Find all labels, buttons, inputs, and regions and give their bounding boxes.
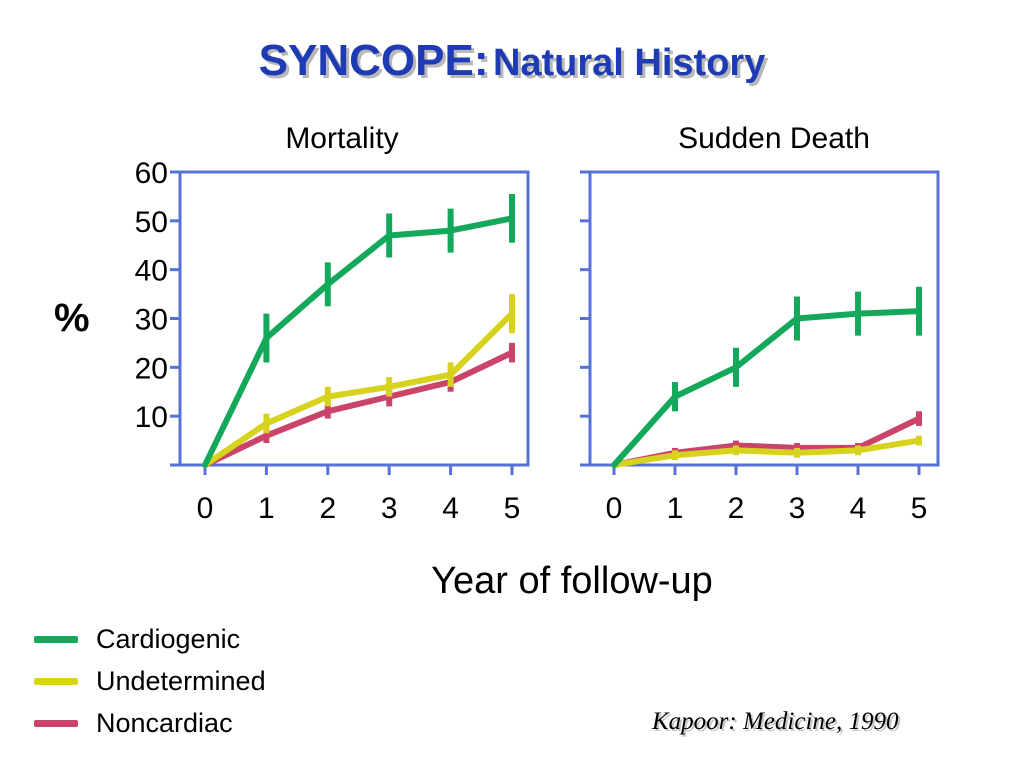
legend-label-undetermined: Undetermined bbox=[96, 665, 266, 696]
legend-item-undetermined: Undetermined bbox=[34, 660, 266, 702]
sudden-death-series-line-undetermined bbox=[611, 437, 922, 468]
mortality-y-tick-label: 40 bbox=[135, 255, 168, 288]
legend-swatch-cardiogenic bbox=[34, 635, 78, 643]
sudden-death-panel-title: Sudden Death bbox=[678, 122, 870, 155]
legend: Cardiogenic Undetermined Noncardiac bbox=[34, 618, 266, 744]
legend-label-cardiogenic: Cardiogenic bbox=[96, 623, 241, 654]
legend-item-cardiogenic: Cardiogenic bbox=[34, 618, 266, 660]
legend-item-noncardiac: Noncardiac bbox=[34, 702, 266, 744]
title-sub: Natural History bbox=[492, 42, 766, 84]
mortality-x-tick-label: 0 bbox=[197, 492, 214, 525]
mortality-y-tick-label: 20 bbox=[135, 352, 168, 385]
mortality-x-tick-label: 5 bbox=[504, 492, 521, 525]
y-axis-label: % bbox=[54, 296, 90, 340]
mortality-series-line-noncardiac bbox=[202, 349, 515, 468]
mortality-panel-title: Mortality bbox=[285, 122, 399, 155]
legend-label-noncardiac: Noncardiac bbox=[96, 707, 233, 738]
slide-title: SYNCOPE: Natural History bbox=[0, 36, 1024, 86]
sudden-death-series-line-cardiogenic bbox=[611, 308, 922, 468]
x-axis-label: Year of follow-up bbox=[431, 560, 713, 602]
sudden-death-plot-frame bbox=[588, 170, 940, 467]
mortality-y-tick-label: 60 bbox=[135, 157, 168, 190]
mortality-x-tick-label: 3 bbox=[381, 492, 398, 525]
mortality-x-tick-label: 4 bbox=[442, 492, 459, 525]
legend-swatch-undetermined bbox=[34, 677, 78, 685]
mortality-y-tick-label: 30 bbox=[135, 304, 168, 337]
sudden-death-x-tick-label: 0 bbox=[606, 492, 623, 525]
mortality-x-tick-label: 2 bbox=[319, 492, 336, 525]
sudden-death-x-tick-label: 4 bbox=[850, 492, 867, 525]
mortality-plot-frame bbox=[178, 170, 530, 467]
citation: Kapoor: Medicine, 1990 bbox=[652, 708, 899, 735]
mortality-series-line-cardiogenic bbox=[202, 215, 515, 468]
sudden-death-x-tick-label: 5 bbox=[911, 492, 928, 525]
sudden-death-x-tick-label: 3 bbox=[789, 492, 806, 525]
sudden-death-x-tick-label: 1 bbox=[667, 492, 684, 525]
sudden-death-x-tick-label: 2 bbox=[728, 492, 745, 525]
mortality-y-tick-label: 10 bbox=[135, 401, 168, 434]
title-main: SYNCOPE: bbox=[258, 36, 489, 85]
legend-swatch-noncardiac bbox=[34, 719, 78, 727]
mortality-x-tick-label: 1 bbox=[258, 492, 275, 525]
mortality-series-line-undetermined bbox=[202, 310, 515, 468]
mortality-y-tick-label: 50 bbox=[135, 206, 168, 239]
